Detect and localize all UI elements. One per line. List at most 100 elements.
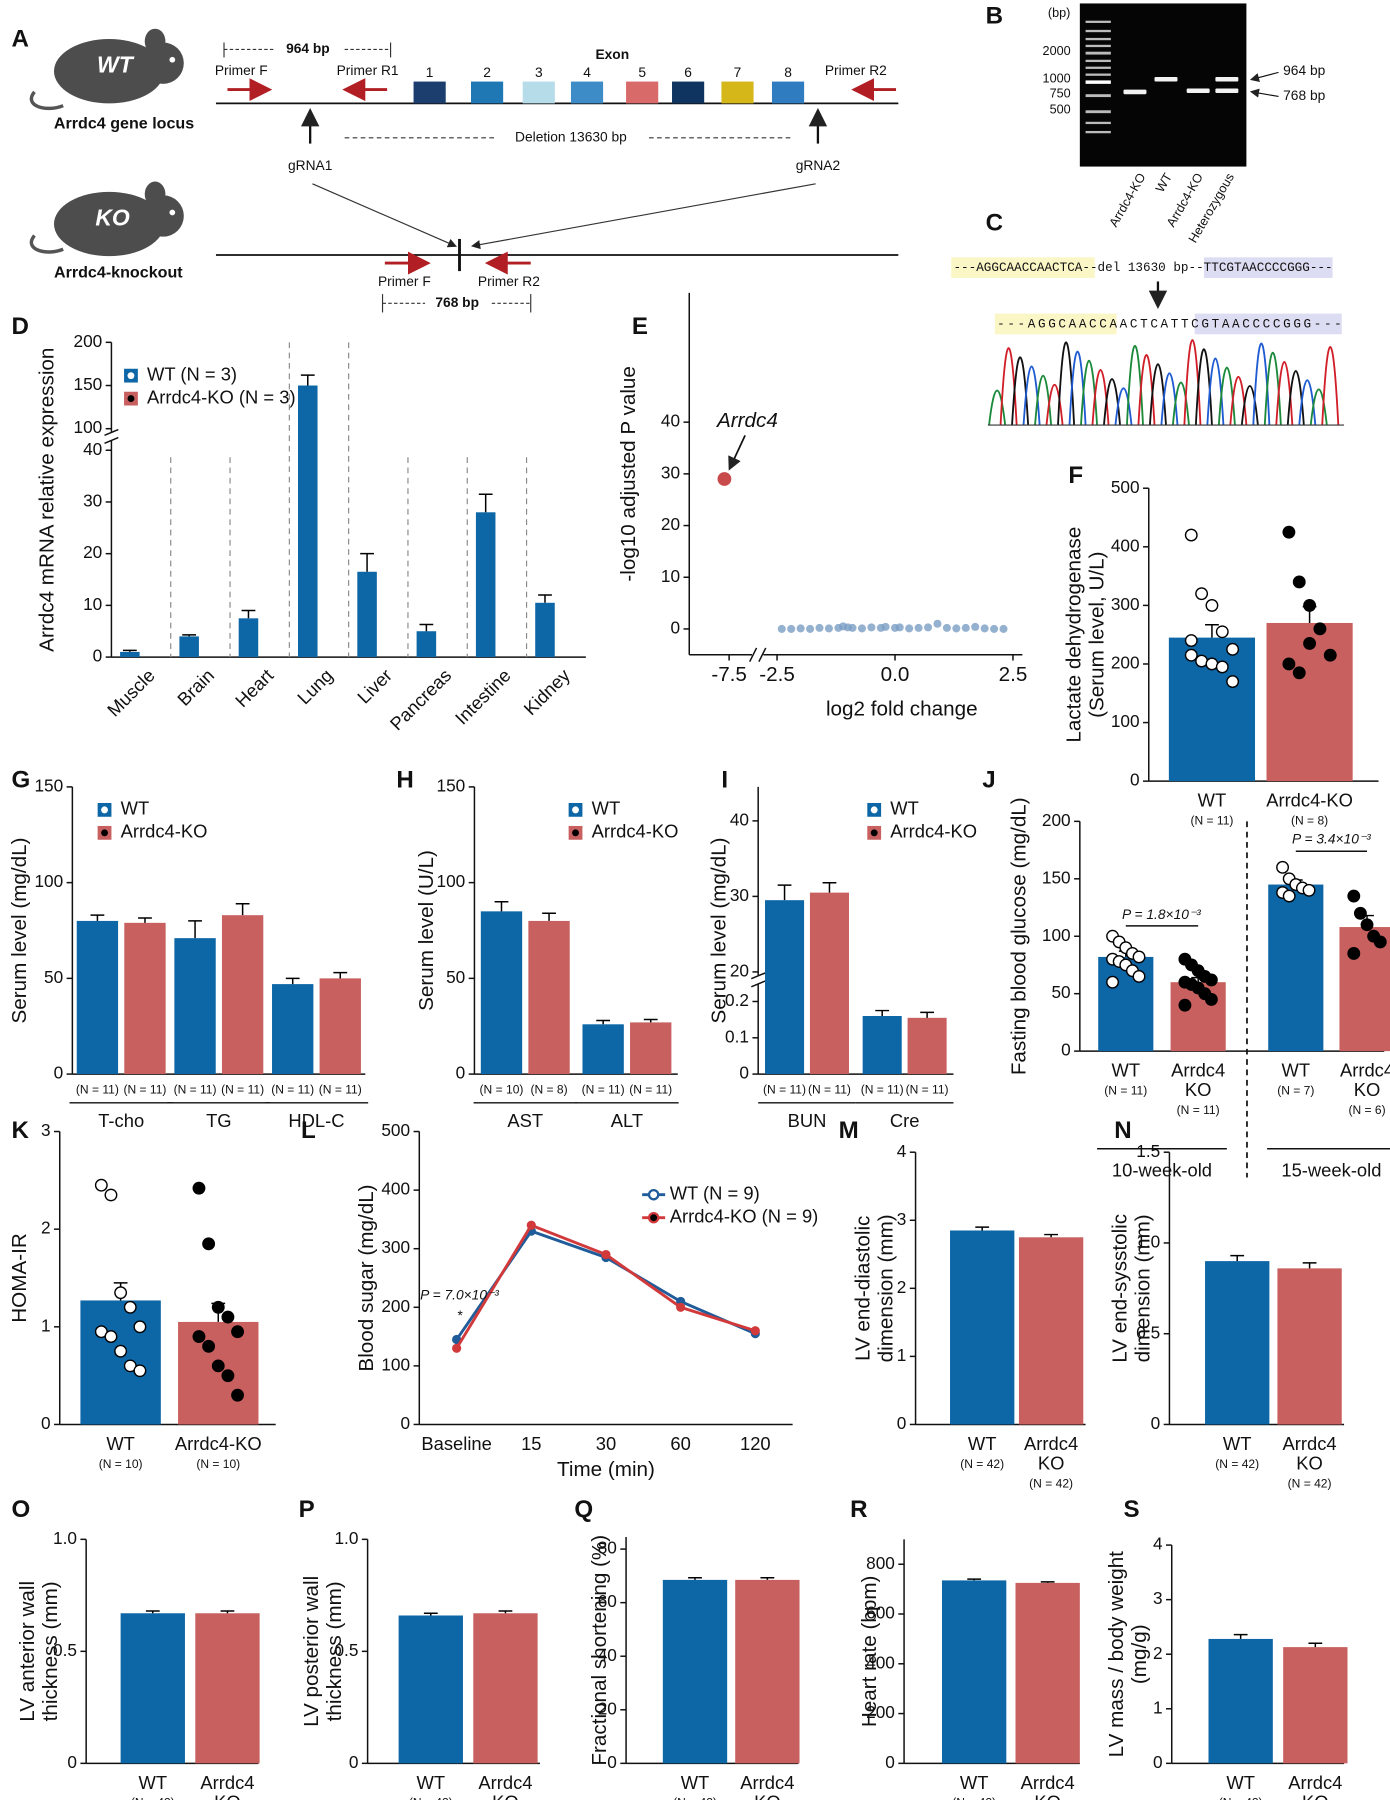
data-point <box>1132 970 1146 983</box>
category-label: T-cho <box>98 1110 144 1131</box>
bar <box>357 571 377 658</box>
guide-line <box>312 183 458 248</box>
band-arrow <box>1249 88 1279 98</box>
exon <box>570 81 604 104</box>
category-label: Intestine <box>451 665 515 729</box>
exon <box>721 81 754 104</box>
data-point <box>1106 975 1119 989</box>
exon <box>413 81 446 104</box>
category-label: Arrdc4 <box>740 1772 794 1793</box>
highlight <box>951 257 1095 278</box>
data-point <box>231 1325 244 1339</box>
y-tick-label: 400 <box>1111 535 1140 555</box>
error-bar <box>423 1612 438 1616</box>
bracket-bg <box>273 40 343 59</box>
figure-body: A WT Arrdc4 gene locus 964 bp Primer F P… <box>8 3 1390 1800</box>
bar <box>319 978 361 1075</box>
panel-label: O <box>11 1496 30 1523</box>
y-tick-label: 50 <box>44 967 63 987</box>
category-label: Arrdc4 <box>1283 1433 1337 1454</box>
panel-label: A <box>11 26 28 53</box>
y-tick-label: 2 <box>1153 1643 1163 1663</box>
panel-label: Q <box>574 1496 593 1523</box>
bar <box>238 618 259 658</box>
unit-label: (bp) <box>1048 6 1070 20</box>
error-bar <box>188 920 202 939</box>
y-tick-label: 0 <box>1061 1040 1071 1060</box>
category-label: WT <box>1282 1060 1311 1081</box>
data-point <box>1205 598 1219 612</box>
error-bar <box>643 1018 658 1023</box>
bar <box>862 1016 902 1075</box>
y-tick-label: 100 <box>381 1354 410 1374</box>
y-tick-label: 0 <box>1151 1413 1161 1433</box>
error-bar <box>419 623 434 632</box>
y-axis-label: Lactate dehydrogenase <box>1063 527 1086 743</box>
data-point <box>114 1286 128 1300</box>
legend-swatch <box>870 829 878 837</box>
exons: 1 2 3 4 5 6 7 8 <box>413 65 805 104</box>
y-tick-label: 20 <box>598 1698 617 1718</box>
y-tick-label: 60 <box>598 1591 617 1611</box>
category-label: Liver <box>353 665 396 708</box>
y-tick-label: 0.5 <box>53 1640 77 1660</box>
y-tick-label: 0 <box>739 1063 749 1083</box>
point <box>933 619 942 628</box>
y-tick-label: 0 <box>54 1063 64 1083</box>
axis-break <box>749 647 767 663</box>
legend-swatch <box>127 395 135 403</box>
data-point <box>1282 525 1296 539</box>
data-point <box>1292 575 1306 589</box>
category-label: BUN <box>788 1110 827 1131</box>
data-point <box>1360 918 1374 932</box>
point <box>990 624 999 633</box>
y-tick-label: 1.5 <box>1136 1141 1160 1161</box>
y-tick-label: 0 <box>349 1752 359 1772</box>
data-point <box>1132 950 1146 964</box>
error-bar <box>777 884 792 901</box>
category-label: WT <box>968 1433 997 1454</box>
data-point <box>94 1178 108 1192</box>
bar <box>416 631 437 658</box>
bar <box>178 1321 259 1425</box>
y-tick-label: 300 <box>381 1237 410 1257</box>
bar <box>582 1024 624 1075</box>
bar <box>475 512 496 658</box>
point <box>777 624 786 633</box>
y-tick-label: 1 <box>1153 1697 1163 1717</box>
category-label: Muscle <box>103 665 159 721</box>
legend-label: WT <box>121 798 150 819</box>
exon-label: 4 <box>583 65 591 80</box>
error-bar <box>538 594 552 603</box>
gel <box>1079 3 1247 167</box>
bar <box>1283 1647 1348 1764</box>
legend-swatch <box>647 1188 660 1201</box>
band-label: 964 bp <box>1283 63 1325 78</box>
category-label: (N = 11) <box>1104 1084 1147 1098</box>
trace-peak <box>1171 381 1190 426</box>
category-label: KO <box>1034 1791 1061 1800</box>
bar <box>120 1613 185 1764</box>
y-tick-label: 150 <box>1042 867 1071 887</box>
exon <box>470 81 504 104</box>
data-point <box>1313 622 1327 636</box>
y-tick-label: 40 <box>83 439 102 459</box>
y-axis-label: Serum level (mg/dL) <box>708 838 731 1024</box>
error-bar <box>145 1610 160 1614</box>
bracket-label: 964 bp <box>286 41 330 56</box>
data-point <box>1347 947 1361 960</box>
n-label: (N = 11) <box>319 1082 362 1096</box>
y-tick-label: 30 <box>661 462 680 482</box>
data-point <box>1226 642 1240 656</box>
y-axis-label: Arrdc4 mRNA relative expression <box>36 348 59 652</box>
y-tick-label: 600 <box>866 1603 895 1623</box>
error-bar <box>478 493 493 513</box>
category-label: (N = 8) <box>1291 814 1328 828</box>
y-axis-label: LV mass / body weight <box>1105 1551 1128 1758</box>
data-point <box>133 1320 147 1334</box>
y-axis-label: LV end-sysstolic <box>1109 1214 1132 1363</box>
category-label: WT <box>106 1433 135 1454</box>
y-tick-label: 0 <box>41 1413 51 1433</box>
bar <box>1015 1582 1080 1764</box>
